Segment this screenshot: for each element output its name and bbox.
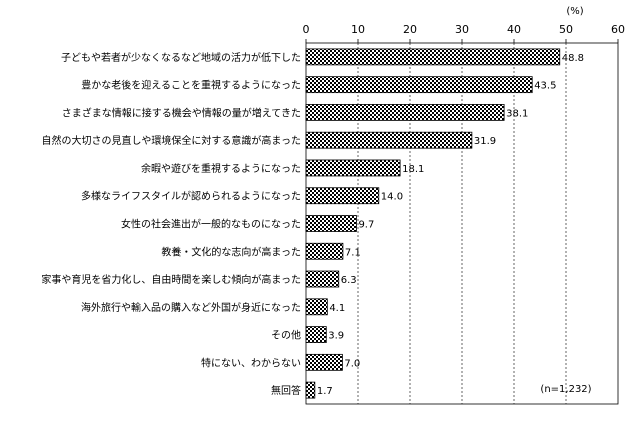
gridlines <box>357 43 567 404</box>
value-label: 48.8 <box>562 53 584 64</box>
category-label: 自然の大切さの見直しや環境保全に対する意識が高まった <box>42 134 302 147</box>
value-label: 4.1 <box>329 303 345 314</box>
value-label: 18.1 <box>402 164 424 175</box>
value-label: 7.1 <box>345 247 361 258</box>
category-label: 教養・文化的な志向が高まった <box>161 245 301 258</box>
bar <box>305 326 327 343</box>
x-tick-label: 60 <box>611 23 625 36</box>
value-label: 9.7 <box>358 220 374 231</box>
category-label: 多様なライフスタイルが認められるようになった <box>81 190 301 203</box>
unit-label: (%) <box>566 6 583 17</box>
bar <box>305 159 401 177</box>
category-label: 豊かな老後を迎えることを重視するようになった <box>81 79 301 92</box>
value-label: 14.0 <box>381 192 403 203</box>
bar <box>305 187 380 205</box>
category-label: 無回答 <box>271 384 301 397</box>
bar <box>305 215 357 232</box>
category-label: 海外旅行や輸入品の購入など外国が身近になった <box>81 301 301 314</box>
bar <box>305 48 561 66</box>
sample-size-note: (n=1,232) <box>540 384 591 395</box>
x-tick-label: 10 <box>351 23 365 36</box>
category-label: 子どもや若者が少なくなるなど地域の活力が低下した <box>61 51 301 64</box>
value-label: 1.7 <box>317 386 333 397</box>
value-label: 31.9 <box>474 136 496 147</box>
value-label: 6.3 <box>341 275 357 286</box>
bar <box>305 131 473 149</box>
x-tick-label: 0 <box>303 23 310 36</box>
category-label: その他 <box>271 329 301 342</box>
value-label: 38.1 <box>506 108 528 119</box>
bar <box>305 381 316 399</box>
bar <box>305 298 328 316</box>
x-tick-label: 20 <box>403 23 417 36</box>
category-labels: 子どもや若者が少なくなるなど地域の活力が低下した豊かな老後を迎えることを重視する… <box>41 51 301 397</box>
category-label: 女性の社会進出が一般的なものになった <box>121 218 301 231</box>
value-label: 43.5 <box>534 81 556 92</box>
category-label: 余暇や遊びを重視するようになった <box>141 162 301 175</box>
bar <box>305 104 505 121</box>
bars: 48.8 43.5 38.1 31.9 18.1 14.0 9.7 7.1 6.3 4.1 3.9 7… <box>305 48 584 399</box>
bar <box>305 242 344 260</box>
value-label: 7.0 <box>344 358 360 369</box>
x-tick-label: 50 <box>559 23 573 36</box>
bar <box>305 76 533 94</box>
category-label: 家事や育児を省力化し、自由時間を楽しむ傾向が高まった <box>41 273 301 286</box>
value-label: 3.9 <box>328 331 344 342</box>
x-tick-label: 40 <box>507 23 521 36</box>
category-label: 特にない、わからない <box>201 357 301 369</box>
bar <box>305 353 343 371</box>
bar <box>305 270 340 288</box>
x-tick-label: 30 <box>455 23 469 36</box>
x-axis: 0 10 20 30 40 50 60 <box>303 23 625 405</box>
category-label: さまざまな情報に接する機会や情報の量が増えてきた <box>62 106 301 119</box>
